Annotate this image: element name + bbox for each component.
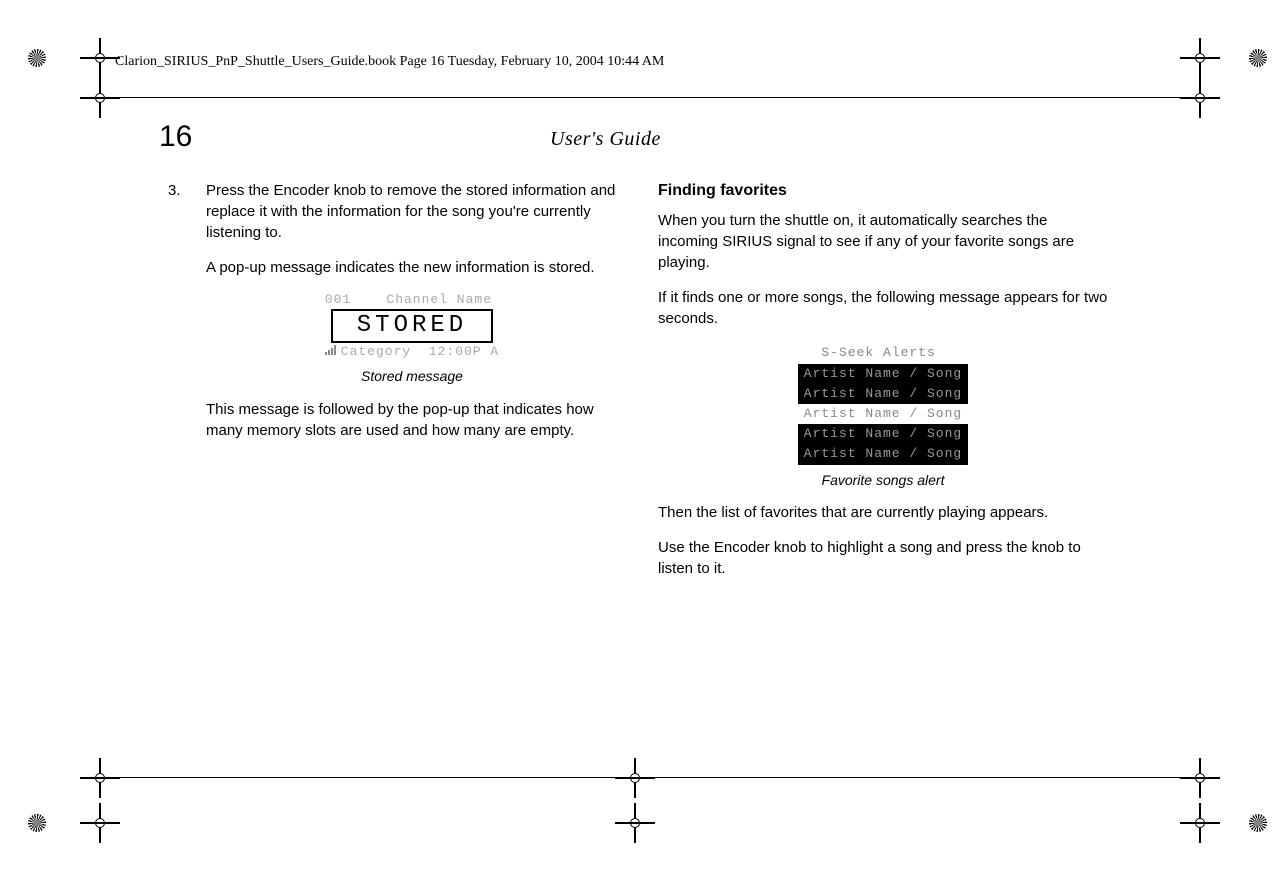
reg-cross-icon: [615, 758, 655, 798]
lcd-line: Category 12:00P A: [325, 344, 499, 360]
reg-cross-icon: [1180, 758, 1220, 798]
seek-row: Artist Name / Song: [798, 364, 968, 384]
seek-row: Artist Name / Song: [798, 384, 968, 404]
reg-mark-icon: [1227, 803, 1267, 843]
paragraph: A pop-up message indicates the new infor…: [206, 257, 618, 278]
paragraph: If it finds one or more songs, the follo…: [658, 287, 1108, 329]
reg-mark-icon: [28, 38, 68, 78]
heading-finding-favorites: Finding favorites: [658, 180, 1108, 202]
crop-line-bottom: [100, 777, 1215, 778]
right-column: Finding favorites When you turn the shut…: [658, 180, 1108, 593]
reg-cross-icon: [615, 803, 655, 843]
lcd-display: 001 Channel Name STORED Category 12:00P …: [325, 292, 499, 360]
lcd-line: 001 Channel Name: [325, 292, 499, 308]
reg-mark-icon: [1227, 38, 1267, 78]
figure-caption: Favorite songs alert: [658, 471, 1108, 491]
seek-display: S-Seek Alerts Artist Name / Song Artist …: [798, 343, 968, 464]
stored-popup: STORED: [331, 309, 493, 343]
step-3: 3. Press the Encoder knob to remove the …: [168, 180, 618, 455]
seek-row-highlighted: Artist Name / Song: [798, 404, 968, 424]
paragraph: Use the Encoder knob to highlight a song…: [658, 537, 1108, 579]
paragraph: Then the list of favorites that are curr…: [658, 502, 1108, 523]
seek-row: Artist Name / Song: [798, 444, 968, 464]
paragraph: This message is followed by the pop-up t…: [206, 399, 618, 441]
figure-seek-alerts: S-Seek Alerts Artist Name / Song Artist …: [658, 343, 1108, 490]
reg-cross-icon: [80, 803, 120, 843]
figure-caption: Stored message: [206, 367, 618, 387]
seek-row: Artist Name / Song: [798, 424, 968, 444]
crop-line-top: [100, 97, 1215, 98]
page-number: 16: [159, 120, 192, 154]
reg-mark-icon: [28, 803, 68, 843]
signal-icon: [325, 345, 339, 355]
figure-stored: 001 Channel Name STORED Category 12:00P …: [206, 292, 618, 387]
page-title: User's Guide: [550, 128, 661, 151]
seek-header: S-Seek Alerts: [798, 343, 968, 363]
reg-cross-icon: [80, 78, 120, 118]
paragraph: When you turn the shuttle on, it automat…: [658, 210, 1108, 273]
paragraph: Press the Encoder knob to remove the sto…: [206, 180, 618, 243]
reg-cross-icon: [1180, 38, 1220, 78]
lcd-text: Category 12:00P A: [341, 344, 499, 359]
reg-cross-icon: [1180, 78, 1220, 118]
content-area: 3. Press the Encoder knob to remove the …: [168, 180, 1108, 593]
reg-cross-icon: [80, 758, 120, 798]
header-meta-text: Clarion_SIRIUS_PnP_Shuttle_Users_Guide.b…: [115, 54, 664, 70]
reg-cross-icon: [80, 38, 120, 78]
step-number: 3.: [168, 180, 188, 455]
reg-cross-icon: [1180, 803, 1220, 843]
step-body: Press the Encoder knob to remove the sto…: [206, 180, 618, 455]
left-column: 3. Press the Encoder knob to remove the …: [168, 180, 618, 593]
